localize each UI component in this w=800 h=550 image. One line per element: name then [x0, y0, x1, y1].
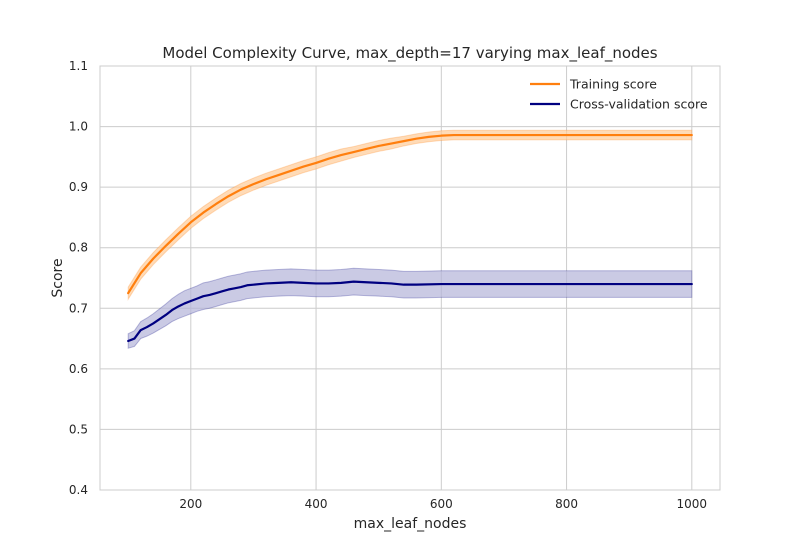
chart-title: Model Complexity Curve, max_depth=17 var…: [162, 44, 657, 63]
x-tick-label: 400: [305, 497, 328, 511]
training-score-band: [127, 129, 693, 301]
y-tick-label: 0.9: [69, 180, 88, 194]
cross-validation-score-band: [127, 267, 693, 349]
training-score-line: [127, 133, 693, 295]
legend: Training score Cross-validation score: [530, 77, 708, 112]
x-tick-label: 1000: [677, 497, 708, 511]
legend-label-training-score: Training score: [569, 77, 657, 92]
x-tick-label: 800: [555, 497, 578, 511]
x-tick-labels: 200 400 600 800 1000: [179, 497, 707, 511]
y-tick-label: 1.1: [69, 59, 88, 73]
x-tick-label: 200: [179, 497, 202, 511]
y-tick-labels: 0.4 0.5 0.6 0.7 0.8 0.9 1.0 1.1: [69, 59, 88, 497]
y-tick-label: 0.7: [69, 301, 88, 315]
y-tick-label: 0.8: [69, 241, 88, 255]
legend-label-cross-validation-score: Cross-validation score: [570, 97, 708, 112]
x-tick-label: 600: [430, 497, 453, 511]
y-tick-label: 1.0: [69, 120, 88, 134]
y-tick-label: 0.5: [69, 422, 88, 436]
x-axis-title: max_leaf_nodes: [354, 516, 467, 532]
confidence-bands: [127, 129, 693, 349]
axes-frame: [99, 65, 721, 491]
y-axis-title: Score: [50, 258, 66, 297]
y-tick-label: 0.4: [69, 483, 88, 497]
cross-validation-score-line: [127, 280, 693, 343]
y-tick-label: 0.6: [69, 362, 88, 376]
series-lines: [127, 133, 693, 343]
